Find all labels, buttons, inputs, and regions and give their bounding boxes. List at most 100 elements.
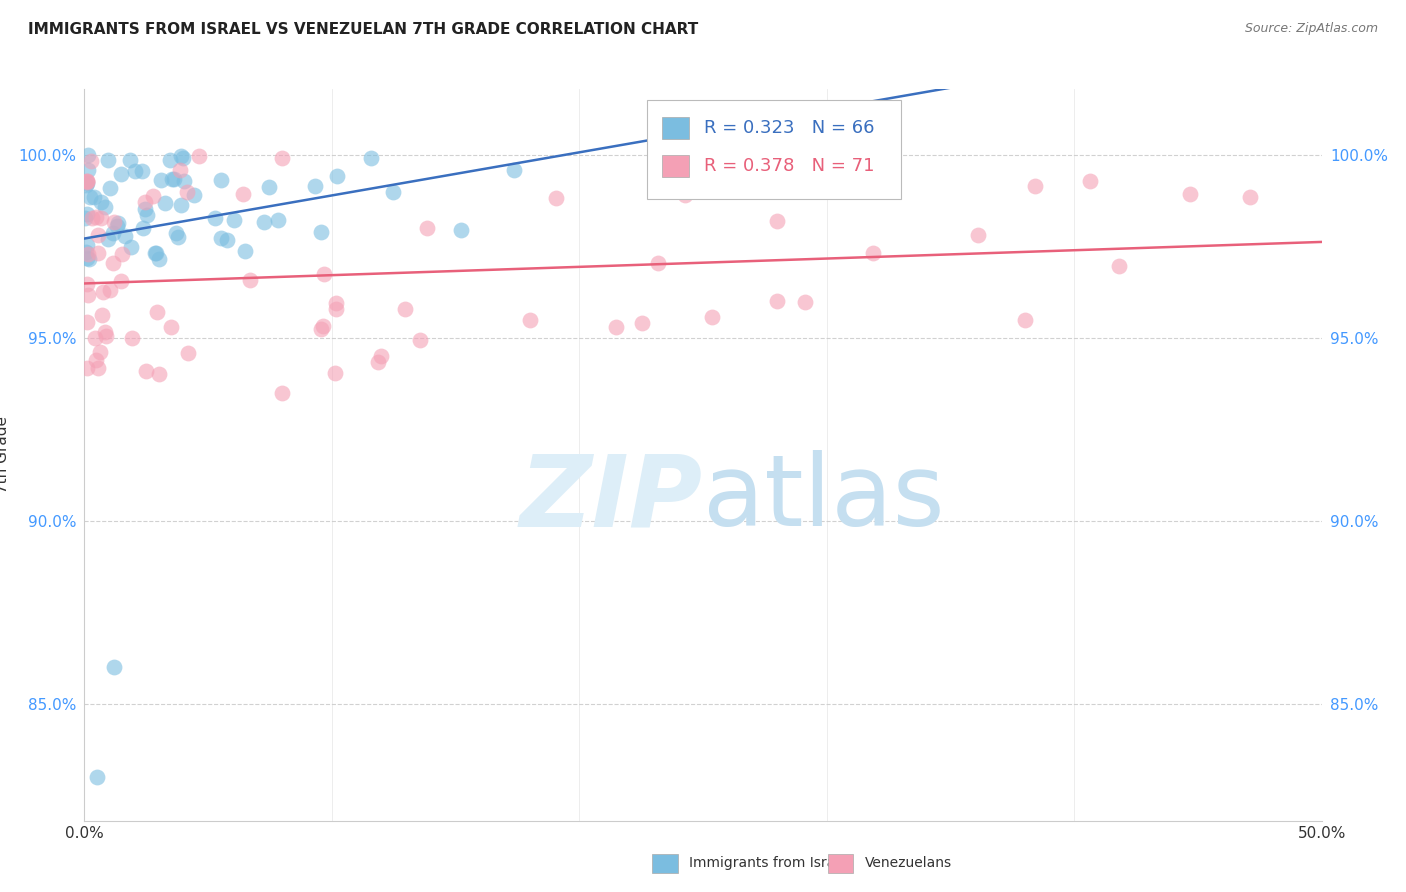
Point bbox=[702, 310, 724, 324]
Point bbox=[76, 207, 98, 221]
Point bbox=[73, 211, 96, 226]
Text: Venezuelans: Venezuelans bbox=[865, 856, 952, 871]
Point bbox=[163, 171, 186, 186]
Point bbox=[77, 252, 100, 267]
Point bbox=[370, 349, 392, 363]
Point bbox=[76, 361, 98, 376]
Point bbox=[233, 244, 256, 259]
Point bbox=[1108, 259, 1130, 273]
Point bbox=[79, 190, 101, 204]
Point bbox=[110, 274, 132, 288]
Point bbox=[169, 162, 191, 177]
Point bbox=[394, 301, 416, 316]
Point bbox=[177, 345, 200, 359]
Point bbox=[519, 312, 541, 326]
Point bbox=[118, 153, 141, 167]
Point bbox=[76, 175, 98, 189]
Point bbox=[98, 181, 121, 195]
Point bbox=[87, 361, 110, 376]
Point bbox=[325, 366, 347, 380]
Point bbox=[360, 151, 382, 165]
Point bbox=[76, 277, 98, 291]
Point bbox=[253, 215, 276, 229]
Point bbox=[222, 212, 245, 227]
Point bbox=[90, 309, 112, 323]
Point bbox=[159, 153, 181, 168]
Point bbox=[415, 220, 437, 235]
Point bbox=[80, 153, 103, 168]
Point bbox=[142, 189, 165, 203]
Point bbox=[232, 187, 254, 202]
Point bbox=[77, 148, 100, 162]
Point bbox=[87, 228, 110, 243]
Point bbox=[120, 239, 142, 253]
Point bbox=[83, 190, 105, 204]
Point bbox=[172, 151, 194, 165]
Point bbox=[150, 173, 173, 187]
Point bbox=[673, 188, 696, 202]
Text: IMMIGRANTS FROM ISRAEL VS VENEZUELAN 7TH GRADE CORRELATION CHART: IMMIGRANTS FROM ISRAEL VS VENEZUELAN 7TH… bbox=[28, 22, 699, 37]
Point bbox=[270, 151, 292, 165]
Point bbox=[312, 318, 335, 333]
Point bbox=[304, 178, 326, 193]
Point bbox=[450, 222, 472, 236]
Point bbox=[169, 198, 191, 212]
Point bbox=[165, 226, 187, 240]
Point bbox=[605, 319, 627, 334]
Point bbox=[1178, 187, 1201, 202]
Text: atlas: atlas bbox=[703, 450, 945, 548]
Point bbox=[1080, 174, 1102, 188]
Point bbox=[145, 245, 167, 260]
Text: R = 0.378   N = 71: R = 0.378 N = 71 bbox=[704, 157, 875, 175]
Point bbox=[766, 294, 789, 309]
Point bbox=[155, 195, 177, 210]
Bar bbox=[647, 100, 901, 199]
Point bbox=[1014, 312, 1036, 326]
Point bbox=[167, 230, 190, 244]
Point bbox=[135, 208, 157, 222]
Point bbox=[173, 174, 195, 188]
Point bbox=[1239, 190, 1261, 204]
Point bbox=[148, 368, 170, 382]
Point bbox=[97, 232, 120, 246]
Point bbox=[257, 180, 280, 194]
Point bbox=[793, 294, 815, 309]
Point bbox=[124, 164, 146, 178]
Point bbox=[101, 256, 124, 270]
Point bbox=[76, 238, 98, 252]
Point bbox=[114, 229, 136, 244]
Point bbox=[409, 334, 432, 348]
Point bbox=[503, 163, 526, 178]
Point bbox=[382, 185, 405, 199]
Point bbox=[103, 215, 125, 229]
Point bbox=[101, 226, 124, 240]
Point bbox=[160, 172, 183, 186]
Point bbox=[89, 211, 111, 225]
Point bbox=[325, 296, 347, 310]
Point bbox=[309, 322, 332, 336]
Point bbox=[647, 256, 669, 270]
Point bbox=[89, 345, 111, 359]
Point bbox=[86, 770, 108, 784]
Point bbox=[100, 283, 122, 297]
Point bbox=[239, 273, 262, 287]
Point bbox=[75, 245, 97, 260]
Point bbox=[765, 214, 787, 228]
Point bbox=[93, 285, 115, 299]
Point bbox=[544, 191, 567, 205]
Point bbox=[131, 221, 153, 235]
Point bbox=[105, 219, 128, 233]
Text: Source: ZipAtlas.com: Source: ZipAtlas.com bbox=[1244, 22, 1378, 36]
Point bbox=[75, 178, 97, 193]
Point bbox=[267, 212, 290, 227]
Point bbox=[176, 185, 198, 199]
Point bbox=[76, 315, 98, 329]
Point bbox=[77, 163, 100, 178]
Point bbox=[367, 354, 389, 368]
Y-axis label: 7th Grade: 7th Grade bbox=[0, 417, 10, 493]
Point bbox=[143, 245, 166, 260]
Point bbox=[86, 245, 108, 260]
Bar bbox=[662, 155, 689, 177]
Point bbox=[80, 211, 103, 226]
Point bbox=[309, 225, 332, 239]
